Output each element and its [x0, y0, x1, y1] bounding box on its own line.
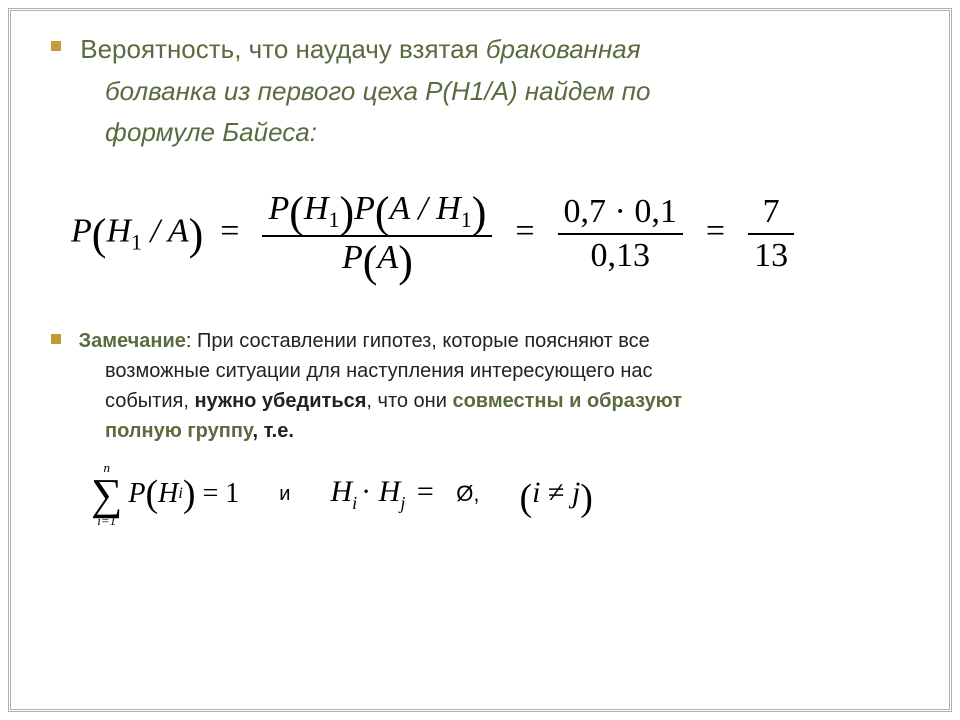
- slide-frame: Вероятность, что наудачу взятая бракован…: [8, 8, 952, 712]
- title-em-1: бракованная: [486, 34, 641, 64]
- sum-formula: n ∑ i=1 P(Hi) = 1: [91, 460, 239, 529]
- note-line3: события, нужно убедиться, что они совмес…: [105, 386, 909, 416]
- sigma-symbol: ∑: [91, 476, 122, 513]
- prod-Hi: H: [330, 475, 352, 508]
- cond-i: i: [532, 476, 540, 509]
- title-line3: формуле Байеса:: [105, 112, 909, 154]
- prod-j: j: [400, 493, 409, 513]
- note-bold2: совместны и образуют: [452, 390, 682, 412]
- note-label: Замечание: [79, 330, 186, 352]
- note-text1: При составлении гипотез, которые поясняю…: [197, 330, 650, 352]
- title-text-1: Вероятность, что наудачу взятая: [80, 34, 486, 64]
- mid-num: 0,7 · 0,1: [558, 193, 683, 233]
- title-line1: Вероятность, что наудачу взятая бракован…: [80, 34, 640, 64]
- note-tail: , т.е.: [253, 420, 294, 442]
- title-block: Вероятность, что наудачу взятая бракован…: [51, 29, 909, 154]
- f-H: H: [106, 212, 131, 249]
- fn-H: H: [304, 190, 329, 227]
- formula-row: n ∑ i=1 P(Hi) = 1 и Hi· Hj = Ø, (i ≠ j): [91, 460, 909, 529]
- mid-den: 0,13: [558, 233, 683, 275]
- f-eq1: =: [220, 212, 239, 249]
- empty-set: Ø,: [456, 481, 479, 506]
- fd-A: A: [377, 239, 398, 276]
- title-line2: болванка из первого цеха Р(Н1/А) найдем …: [105, 71, 909, 113]
- frac-2: 0,7 · 0,1 0,13: [558, 193, 683, 275]
- fn-sub: 1: [328, 207, 339, 232]
- sum-eq: = 1: [202, 478, 239, 510]
- product-formula: Hi· Hj = Ø,: [330, 475, 479, 514]
- conjunction: и: [279, 483, 290, 506]
- condition: (i ≠ j): [519, 476, 592, 512]
- sigma-icon: n ∑ i=1: [91, 460, 122, 529]
- note-block: Замечание: При составлении гипотез, кото…: [51, 326, 909, 446]
- f-eq2: =: [515, 212, 534, 249]
- f-eq3: =: [706, 212, 725, 249]
- note-bold3: полную группу: [105, 420, 253, 442]
- note-bold1: нужно убедиться: [194, 390, 366, 412]
- prod-eq: =: [417, 475, 434, 508]
- fn-P2: P: [354, 190, 375, 227]
- frac-3: 7 13: [748, 193, 794, 275]
- note-text3b: , что они: [366, 390, 452, 412]
- f-sub1: 1: [131, 229, 142, 254]
- note-colon: :: [186, 330, 197, 352]
- fn-A: A / H: [390, 190, 461, 227]
- prod-Hj: H: [379, 475, 401, 508]
- fn-P1: P: [268, 190, 289, 227]
- sum-H: H: [158, 478, 178, 510]
- note-text2: возможные ситуации для наступления интер…: [105, 356, 909, 386]
- neq-icon: ≠: [548, 476, 564, 509]
- prod-i: i: [352, 493, 361, 513]
- bullet-icon-2: [51, 334, 61, 344]
- note-line1: Замечание: При составлении гипотез, кото…: [79, 330, 650, 352]
- f-slashA: / A: [142, 212, 189, 249]
- fd-P: P: [342, 239, 363, 276]
- cond-j: j: [572, 476, 580, 509]
- cond-open: (: [519, 485, 532, 512]
- cond-close: ): [580, 485, 593, 512]
- fn-Asub: 1: [461, 207, 472, 232]
- f-P: P: [71, 212, 92, 249]
- prod-dot: ·: [361, 475, 371, 508]
- note-line4: полную группу, т.е.: [105, 416, 909, 446]
- frac-1: P(H1)P(A / H1) P(A): [262, 190, 492, 278]
- sum-P: P: [128, 478, 145, 510]
- bayes-formula: P(H1 / A) = P(H1)P(A / H1) P(A) = 0,7 · …: [71, 190, 909, 278]
- rhs-den: 13: [748, 233, 794, 275]
- note-text3a: события,: [105, 390, 194, 412]
- bullet-icon: [51, 41, 61, 51]
- rhs-num: 7: [748, 193, 794, 233]
